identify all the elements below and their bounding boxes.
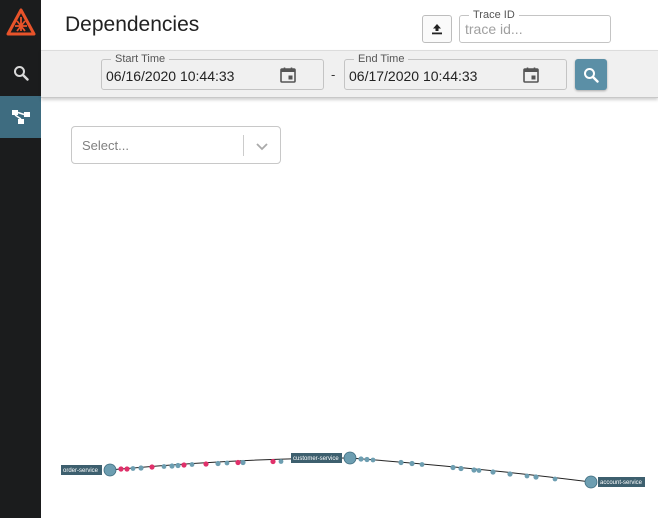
end-time-value[interactable]: 06/17/2020 10:44:33 bbox=[349, 68, 478, 84]
graph-node-account-service[interactable]: account-service bbox=[584, 475, 645, 489]
error-particle bbox=[181, 462, 187, 468]
search-icon bbox=[584, 67, 599, 83]
traffic-particle bbox=[175, 462, 181, 469]
traffic-particle bbox=[450, 464, 456, 471]
chevron-down-icon[interactable] bbox=[255, 139, 269, 153]
end-time-label: End Time bbox=[354, 52, 409, 66]
traffic-particle bbox=[419, 462, 425, 467]
node-circle[interactable] bbox=[584, 475, 598, 489]
error-particle bbox=[235, 459, 241, 466]
calendar-icon[interactable] bbox=[522, 66, 540, 84]
error-particle bbox=[203, 461, 209, 467]
graph-node-customer-service[interactable]: customer-service bbox=[291, 451, 357, 465]
traffic-particle bbox=[398, 459, 404, 466]
zipkin-logo-icon bbox=[6, 8, 35, 36]
logo[interactable] bbox=[0, 0, 41, 46]
service-filter-select[interactable]: Select... bbox=[71, 126, 281, 164]
header: Dependencies Trace ID bbox=[41, 0, 658, 50]
sidebar-item-search[interactable] bbox=[0, 52, 41, 94]
toolbar: Start Time 06/16/2020 10:44:33 - End Tim… bbox=[41, 50, 658, 98]
traffic-particle bbox=[169, 463, 175, 469]
traffic-particle bbox=[507, 471, 513, 477]
select-divider bbox=[243, 135, 244, 156]
traffic-particle bbox=[490, 469, 496, 475]
traffic-particle bbox=[161, 464, 167, 469]
error-particle bbox=[270, 458, 276, 465]
traffic-particles bbox=[118, 456, 558, 482]
start-time-field[interactable]: Start Time 06/16/2020 10:44:33 bbox=[101, 52, 324, 90]
sidebar bbox=[0, 0, 41, 518]
upload-icon bbox=[432, 24, 442, 35]
dependency-graph-icon bbox=[11, 110, 30, 124]
traffic-particle bbox=[240, 459, 246, 466]
node-label: customer-service bbox=[293, 456, 339, 462]
date-range-separator: - bbox=[331, 67, 336, 82]
node-label: account-service bbox=[600, 480, 643, 486]
traffic-particle bbox=[370, 457, 376, 463]
traffic-particle bbox=[364, 456, 370, 463]
traffic-particle bbox=[471, 467, 477, 473]
node-label-background bbox=[61, 465, 102, 475]
traffic-particle bbox=[138, 465, 144, 471]
end-time-field[interactable]: End Time 06/17/2020 10:44:33 bbox=[344, 52, 567, 90]
page-title: Dependencies bbox=[65, 13, 200, 36]
dependency-graph: order-service customer-service account-s… bbox=[61, 451, 645, 489]
start-time-value[interactable]: 06/16/2020 10:44:33 bbox=[106, 68, 235, 84]
traffic-particle bbox=[524, 473, 530, 479]
traffic-particle bbox=[358, 456, 364, 462]
trace-id-label: Trace ID bbox=[469, 8, 519, 22]
node-label-background bbox=[291, 453, 342, 463]
graph-node-order-service[interactable]: order-service bbox=[61, 463, 117, 477]
traffic-particle bbox=[224, 460, 230, 466]
node-label-background bbox=[598, 477, 645, 487]
search-icon bbox=[13, 66, 29, 81]
traffic-particle bbox=[476, 468, 482, 473]
error-particle bbox=[149, 464, 155, 470]
node-label: order-service bbox=[63, 468, 99, 474]
error-particle bbox=[118, 466, 124, 472]
traffic-particle bbox=[533, 474, 539, 480]
calendar-icon[interactable] bbox=[279, 66, 297, 84]
trace-id-field: Trace ID bbox=[459, 8, 611, 43]
trace-id-input[interactable] bbox=[463, 20, 607, 38]
traffic-particle bbox=[130, 466, 136, 471]
traffic-particle bbox=[215, 460, 221, 467]
start-time-label: Start Time bbox=[111, 52, 170, 66]
error-particle bbox=[124, 466, 130, 472]
search-button[interactable] bbox=[575, 59, 607, 90]
traffic-particle bbox=[278, 459, 284, 464]
upload-button[interactable] bbox=[422, 15, 452, 43]
traffic-particle bbox=[409, 460, 415, 467]
select-placeholder: Select... bbox=[82, 138, 129, 153]
traffic-particle bbox=[189, 462, 195, 467]
traffic-particle bbox=[458, 465, 464, 472]
traffic-particle bbox=[552, 476, 558, 482]
node-circle[interactable] bbox=[343, 451, 357, 465]
node-circle[interactable] bbox=[103, 463, 117, 477]
sidebar-item-dependencies[interactable] bbox=[0, 96, 41, 138]
